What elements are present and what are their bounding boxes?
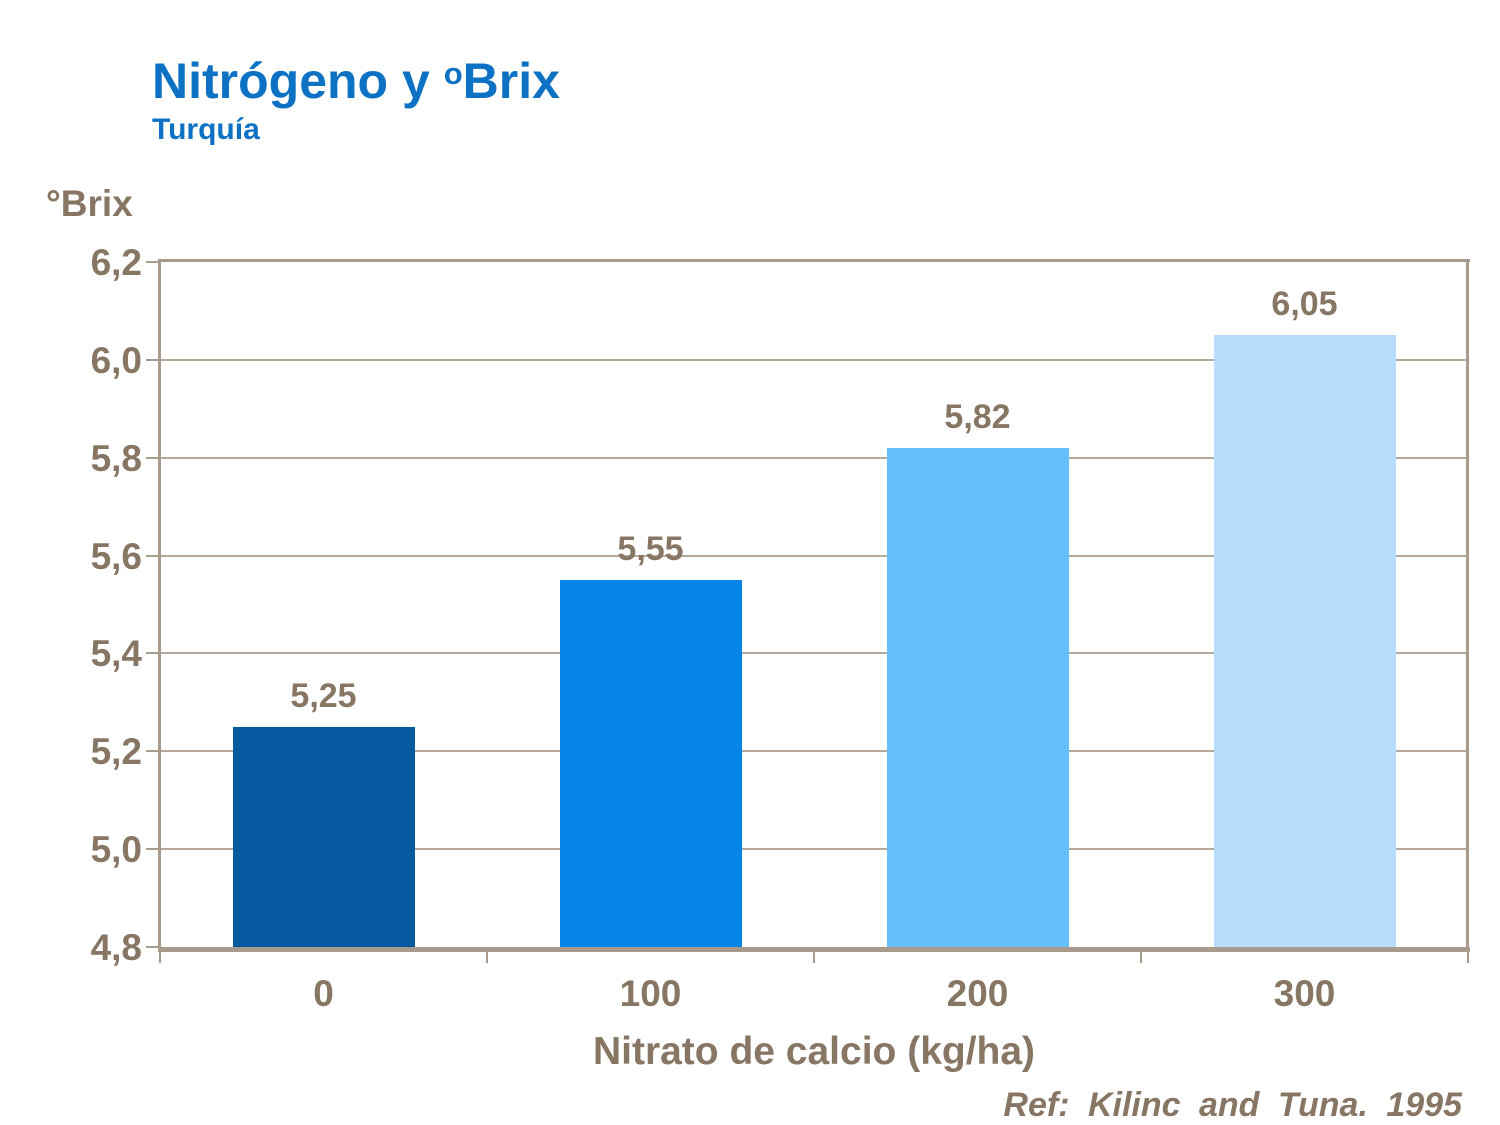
gridline — [161, 456, 1467, 459]
y-tick-label: 6,2 — [90, 242, 142, 283]
plot-frame-top — [158, 259, 1470, 262]
bar-value-label: 6,05 — [1271, 285, 1338, 324]
y-tick-mark — [146, 261, 161, 263]
page-title-prefix: Nitrógeno y — [152, 53, 444, 109]
x-category-label: 100 — [619, 973, 682, 1014]
bar-value-label: 5,25 — [290, 676, 357, 715]
y-tick-mark — [146, 750, 161, 753]
page-title-superscript-o: o — [443, 56, 463, 92]
y-tick-mark — [146, 456, 161, 459]
x-category-label: 0 — [313, 973, 334, 1014]
y-tick-label: 5,2 — [90, 731, 142, 773]
bar-0 — [232, 726, 415, 947]
bar-300 — [1213, 335, 1396, 947]
x-tick-mark — [1467, 947, 1469, 963]
y-tick-mark — [146, 946, 161, 948]
page-title-suffix: Brix — [462, 53, 560, 109]
reference-citation: Ref: Kilinc and Tuna. 1995 — [1003, 1086, 1462, 1124]
y-tick-mark — [146, 554, 161, 557]
x-tick-mark — [159, 947, 161, 963]
y-tick-label: 6,0 — [90, 339, 142, 381]
y-axis-title: °Brix — [46, 183, 133, 224]
gridline — [161, 358, 1467, 361]
x-tick-mark — [1140, 947, 1142, 963]
y-tick-label: 4,8 — [90, 927, 142, 968]
y-tick-label: 5,4 — [90, 633, 142, 675]
page-title: Nitrógeno y oBrix — [152, 52, 560, 110]
x-tick-mark — [486, 947, 488, 963]
bar-value-label: 5,55 — [617, 530, 684, 569]
y-tick-label: 5,0 — [90, 829, 142, 871]
page-subtitle: Turquía — [152, 113, 260, 146]
gridline — [161, 750, 1467, 753]
y-tick-mark — [146, 358, 161, 361]
bar-value-label: 5,82 — [944, 397, 1011, 436]
x-category-label: 300 — [1273, 973, 1336, 1014]
x-axis-title: Nitrato de calcio (kg/ha) — [592, 1030, 1036, 1073]
plot-frame-right — [1466, 259, 1469, 950]
x-category-label: 200 — [946, 973, 1009, 1014]
y-tick-label: 5,6 — [90, 535, 142, 577]
y-tick-mark — [146, 848, 161, 851]
gridline — [161, 848, 1467, 851]
gridline — [161, 652, 1467, 655]
bar-200 — [886, 447, 1069, 947]
x-tick-mark — [813, 947, 815, 963]
plot-frame-left — [158, 259, 161, 950]
bar-100 — [559, 580, 742, 947]
y-tick-label: 5,8 — [90, 437, 142, 479]
gridline — [161, 554, 1467, 557]
y-tick-mark — [146, 652, 161, 655]
